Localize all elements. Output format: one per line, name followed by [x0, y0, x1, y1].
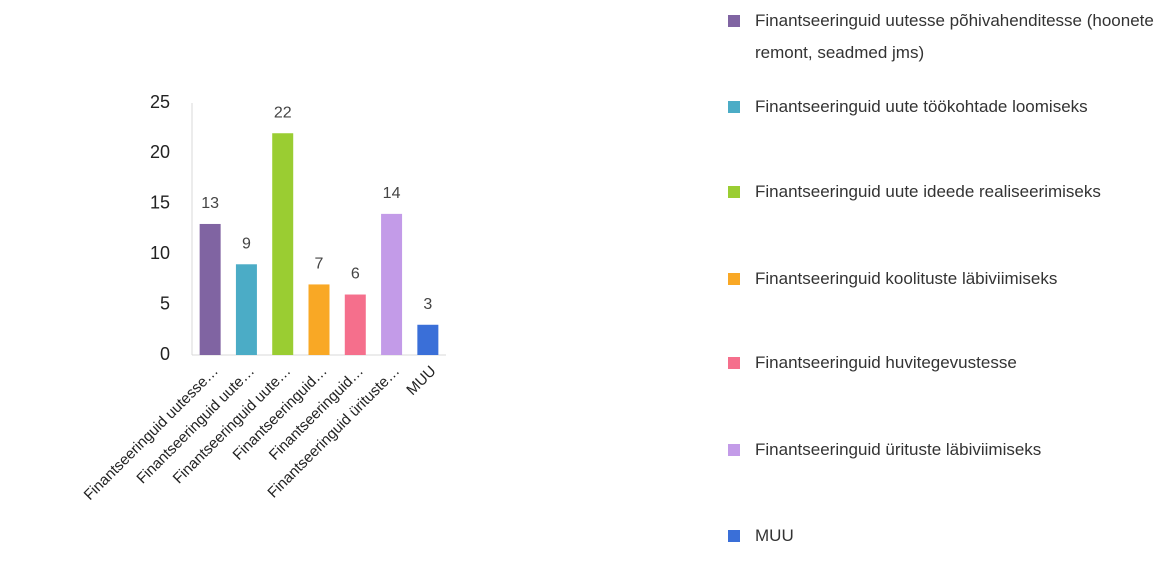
y-tick-label: 0: [160, 344, 170, 364]
y-tick-label: 10: [150, 243, 170, 263]
data-label: 14: [383, 185, 401, 202]
data-label: 13: [201, 195, 219, 212]
legend-label: Finantseeringuid uute töökohtade loomise…: [755, 97, 1088, 116]
legend-swatch: [728, 444, 740, 456]
y-tick-label: 15: [150, 193, 170, 213]
bar: [235, 264, 257, 355]
legend-label: MUU: [755, 526, 794, 545]
legend-item: Finantseeringuid koolituste läbiviimisek…: [728, 263, 1173, 295]
x-tick-label: Finantseeringuid uutesse…: [81, 363, 222, 504]
legend-swatch: [728, 101, 740, 113]
legend-swatch: [728, 530, 740, 542]
legend-item: MUU: [728, 520, 1173, 552]
legend-item: Finantseeringuid ürituste läbiviimiseks: [728, 434, 1173, 466]
legend-swatch: [728, 273, 740, 285]
bar: [308, 284, 330, 355]
y-tick-label: 5: [160, 293, 170, 313]
data-label: 6: [351, 266, 360, 283]
data-label: 3: [423, 296, 432, 313]
bar: [272, 133, 294, 355]
legend-label: Finantseeringuid uutesse põhivahenditess…: [755, 11, 1154, 62]
legend-item: Finantseeringuid huvitegevustesse: [728, 347, 1173, 379]
data-label: 22: [274, 104, 292, 121]
legend-swatch: [728, 186, 740, 198]
y-tick-label: 25: [150, 92, 170, 112]
legend-label: Finantseeringuid koolituste läbiviimisek…: [755, 269, 1058, 288]
legend-label: Finantseeringuid ürituste läbiviimiseks: [755, 440, 1042, 459]
bar: [344, 294, 366, 355]
legend-label: Finantseeringuid uute ideede realiseerim…: [755, 182, 1101, 201]
legend-swatch: [728, 15, 740, 27]
data-label: 7: [315, 256, 324, 273]
y-tick-label: 20: [150, 142, 170, 162]
x-tick-label: MUU: [403, 363, 439, 399]
legend-item: Finantseeringuid uute ideede realiseerim…: [728, 176, 1173, 208]
data-label: 9: [242, 235, 251, 252]
legend-item: Finantseeringuid uute töökohtade loomise…: [728, 91, 1173, 123]
legend-swatch: [728, 357, 740, 369]
bar: [381, 213, 403, 355]
bar: [417, 324, 439, 355]
bar: [199, 223, 221, 355]
legend-label: Finantseeringuid huvitegevustesse: [755, 353, 1017, 372]
legend-item: Finantseeringuid uutesse põhivahenditess…: [728, 5, 1173, 69]
